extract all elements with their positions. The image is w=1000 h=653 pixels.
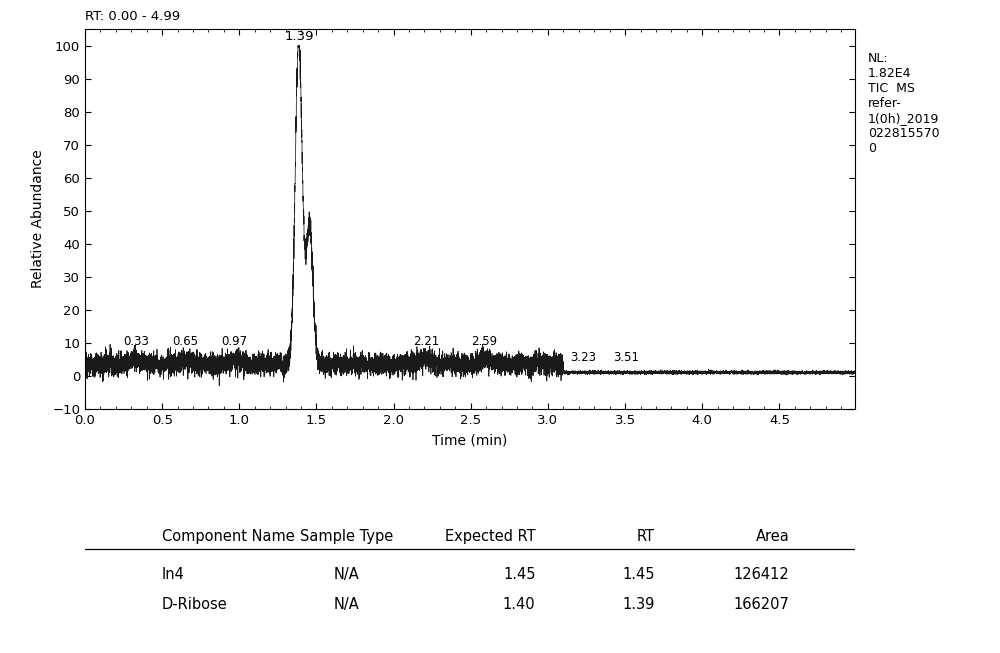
Text: RT: 0.00 - 4.99: RT: 0.00 - 4.99 xyxy=(85,10,180,23)
Text: 3.51: 3.51 xyxy=(614,351,640,364)
Text: Component Name: Component Name xyxy=(162,530,295,545)
Text: 1.45: 1.45 xyxy=(503,567,535,582)
Text: In4: In4 xyxy=(162,567,185,582)
Text: 2.21: 2.21 xyxy=(413,335,439,347)
Text: N/A: N/A xyxy=(334,567,360,582)
Text: NL:
1.82E4
TIC  MS
refer-
1(0h)_2019
022815570
0: NL: 1.82E4 TIC MS refer- 1(0h)_2019 0228… xyxy=(868,52,940,155)
Text: RT: RT xyxy=(637,530,655,545)
Text: 0.97: 0.97 xyxy=(222,335,248,347)
Text: Area: Area xyxy=(756,530,790,545)
Text: 1.40: 1.40 xyxy=(503,597,535,611)
Text: 2.59: 2.59 xyxy=(472,335,498,347)
X-axis label: Time (min): Time (min) xyxy=(432,434,508,447)
Text: 166207: 166207 xyxy=(734,597,790,611)
Text: 1.45: 1.45 xyxy=(622,567,655,582)
Text: N/A: N/A xyxy=(334,597,360,611)
Text: 1.39: 1.39 xyxy=(622,597,655,611)
Text: 0.65: 0.65 xyxy=(172,335,198,347)
Text: D-Ribose: D-Ribose xyxy=(162,597,228,611)
Text: 0.33: 0.33 xyxy=(123,335,149,347)
Text: 1.39: 1.39 xyxy=(285,29,314,42)
Y-axis label: Relative Abundance: Relative Abundance xyxy=(31,150,45,289)
Text: 3.23: 3.23 xyxy=(570,351,596,364)
Text: Sample Type: Sample Type xyxy=(300,530,393,545)
Text: Expected RT: Expected RT xyxy=(445,530,535,545)
Text: 126412: 126412 xyxy=(734,567,790,582)
